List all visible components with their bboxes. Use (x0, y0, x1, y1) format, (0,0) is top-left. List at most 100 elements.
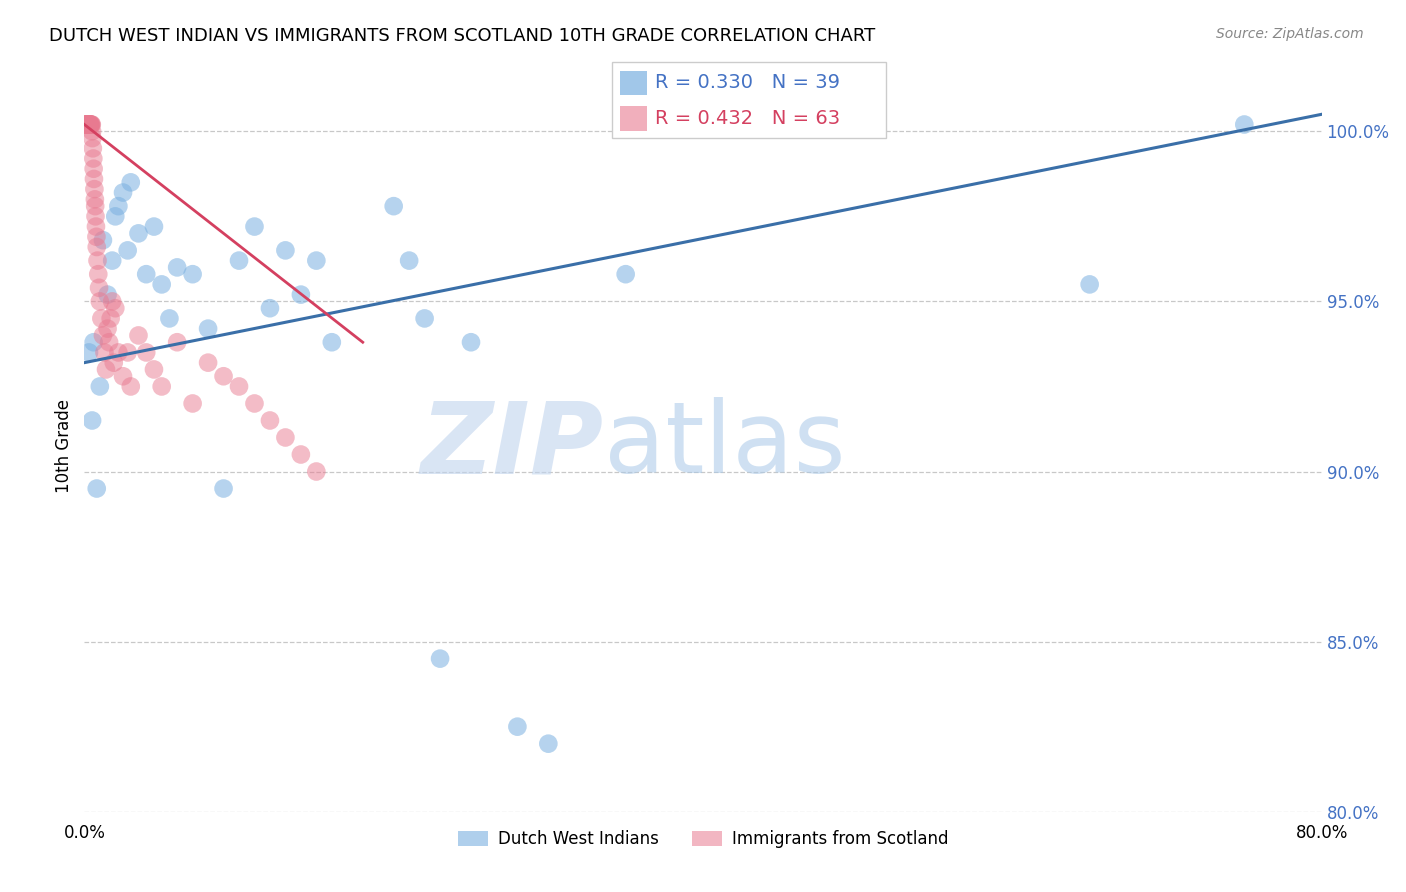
Point (460, 335, 482, 350)
Point (82, 141, 104, 155)
Point (80, 118, 103, 132)
Point (104, 301, 127, 316)
Point (84, 219, 107, 234)
Point (83, 182, 105, 196)
Point (90, 311, 112, 326)
Text: atlas: atlas (605, 398, 845, 494)
Point (228, 253, 250, 268)
Point (1078, 277, 1101, 292)
Point (259, 413, 281, 427)
FancyBboxPatch shape (612, 62, 886, 138)
Point (82, 131, 104, 145)
Point (212, 482, 235, 496)
Point (83, 192, 105, 206)
Point (150, 379, 173, 393)
Point (79, 118, 101, 132)
Point (112, 186, 135, 200)
Point (91, 233, 114, 247)
Point (290, 448, 312, 462)
Point (98, 335, 121, 350)
Point (79, 118, 101, 132)
Point (87, 267, 110, 281)
Point (82, 124, 104, 138)
Point (86, 240, 108, 254)
Point (537, 737, 560, 751)
Point (127, 328, 149, 343)
Point (120, 175, 142, 189)
Point (83, 161, 105, 176)
Text: ZIP: ZIP (420, 398, 605, 494)
Point (75, 118, 97, 132)
Point (79, 118, 101, 132)
Point (382, 199, 405, 213)
Point (76, 118, 98, 132)
Text: DUTCH WEST INDIAN VS IMMIGRANTS FROM SCOTLAND 10TH GRADE CORRELATION CHART: DUTCH WEST INDIAN VS IMMIGRANTS FROM SCO… (49, 27, 876, 45)
Point (290, 287, 312, 301)
Point (76, 118, 98, 132)
Point (83, 172, 105, 186)
Point (117, 244, 139, 258)
Point (117, 345, 139, 359)
Point (94, 362, 117, 376)
Point (107, 199, 129, 213)
Point (181, 267, 204, 281)
Bar (620, 106, 647, 130)
Point (100, 311, 122, 326)
Point (76, 118, 98, 132)
Point (1233, 118, 1256, 132)
Y-axis label: 10th Grade: 10th Grade (55, 399, 73, 493)
Point (77, 345, 100, 359)
Point (120, 379, 142, 393)
Bar (620, 70, 647, 95)
Point (83, 335, 105, 350)
Point (75, 118, 97, 132)
Point (614, 267, 637, 281)
Text: R = 0.330   N = 39: R = 0.330 N = 39 (655, 73, 841, 93)
Point (150, 277, 173, 292)
Point (159, 311, 180, 326)
Point (305, 465, 328, 479)
Point (104, 210, 127, 224)
Text: R = 0.432   N = 63: R = 0.432 N = 63 (655, 109, 841, 128)
Point (89, 379, 111, 393)
Point (89, 294, 111, 309)
Point (79, 118, 101, 132)
Legend: Dutch West Indians, Immigrants from Scotland: Dutch West Indians, Immigrants from Scot… (451, 823, 955, 855)
Point (243, 219, 266, 234)
Point (75, 118, 97, 132)
Point (228, 379, 250, 393)
Point (80, 118, 103, 132)
Point (84, 210, 107, 224)
Point (86, 253, 108, 268)
Point (76, 118, 98, 132)
Point (101, 253, 124, 268)
Point (429, 651, 451, 665)
Point (86, 482, 108, 496)
Point (274, 244, 297, 258)
Point (84, 199, 107, 213)
Point (75, 118, 97, 132)
Point (143, 362, 166, 376)
Point (413, 311, 436, 326)
Point (80, 118, 103, 132)
Point (398, 253, 420, 268)
Point (506, 720, 529, 734)
Text: Source: ZipAtlas.com: Source: ZipAtlas.com (1216, 27, 1364, 41)
Point (243, 396, 266, 410)
Point (91, 328, 114, 343)
Point (197, 356, 219, 370)
Point (135, 345, 157, 359)
Point (96, 287, 118, 301)
Point (77, 118, 100, 132)
Point (77, 118, 100, 132)
Point (166, 335, 188, 350)
Point (305, 253, 328, 268)
Point (212, 369, 235, 384)
Point (107, 345, 129, 359)
Point (103, 356, 125, 370)
Point (321, 335, 343, 350)
Point (82, 413, 104, 427)
Point (77, 118, 100, 132)
Point (87, 281, 110, 295)
Point (274, 430, 297, 444)
